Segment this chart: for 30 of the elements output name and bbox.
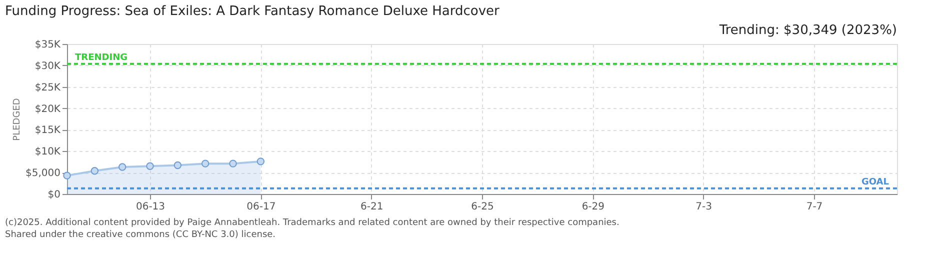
text: Trending: $30,349 (2023%) — [718, 23, 897, 38]
text: (c)2025. Additional content provided by Paige Annabentleah. Trademarks and related content are owned by their respective companies. — [5, 218, 620, 228]
x-tick-label: 6-29 — [582, 202, 605, 212]
point — [63, 172, 71, 180]
y-axis-title: PLEDGED — [12, 98, 23, 141]
y-tick-label: $5,000 — [26, 168, 60, 180]
y-tick-label: $35K — [34, 40, 61, 50]
point — [118, 163, 126, 171]
y-tick-label: $25K — [34, 82, 61, 94]
y-tick-label: $0 — [48, 190, 60, 200]
point — [174, 161, 182, 170]
ref-line-label: TRENDING — [75, 52, 128, 63]
point — [201, 160, 210, 168]
point — [146, 162, 154, 170]
text: Shared under the creative commons (CC BY-NC 3.0) license. — [5, 230, 276, 240]
y-tick-label: $30K — [34, 60, 61, 72]
y-tick-label: $15K — [34, 125, 61, 136]
x-tick-label: 06-13 — [136, 202, 166, 212]
y-tick-label: $20K — [34, 104, 61, 115]
y-tick-label: $10K — [34, 146, 61, 158]
x-tick-label: 06-17 — [246, 202, 276, 212]
ref-line-label: GOAL — [862, 177, 890, 188]
x-tick-label: 6-21 — [360, 202, 384, 212]
x-tick-label: 6-25 — [471, 202, 494, 212]
point — [90, 167, 99, 175]
point — [229, 160, 237, 168]
x-tick-label: 7-7 — [806, 202, 823, 212]
point — [256, 158, 265, 166]
chart-title: Funding Progress: Sea of Exiles: A Dark Fantasy Romance Deluxe Hardcover — [5, 4, 500, 19]
x-tick-label: 7-3 — [696, 202, 712, 212]
